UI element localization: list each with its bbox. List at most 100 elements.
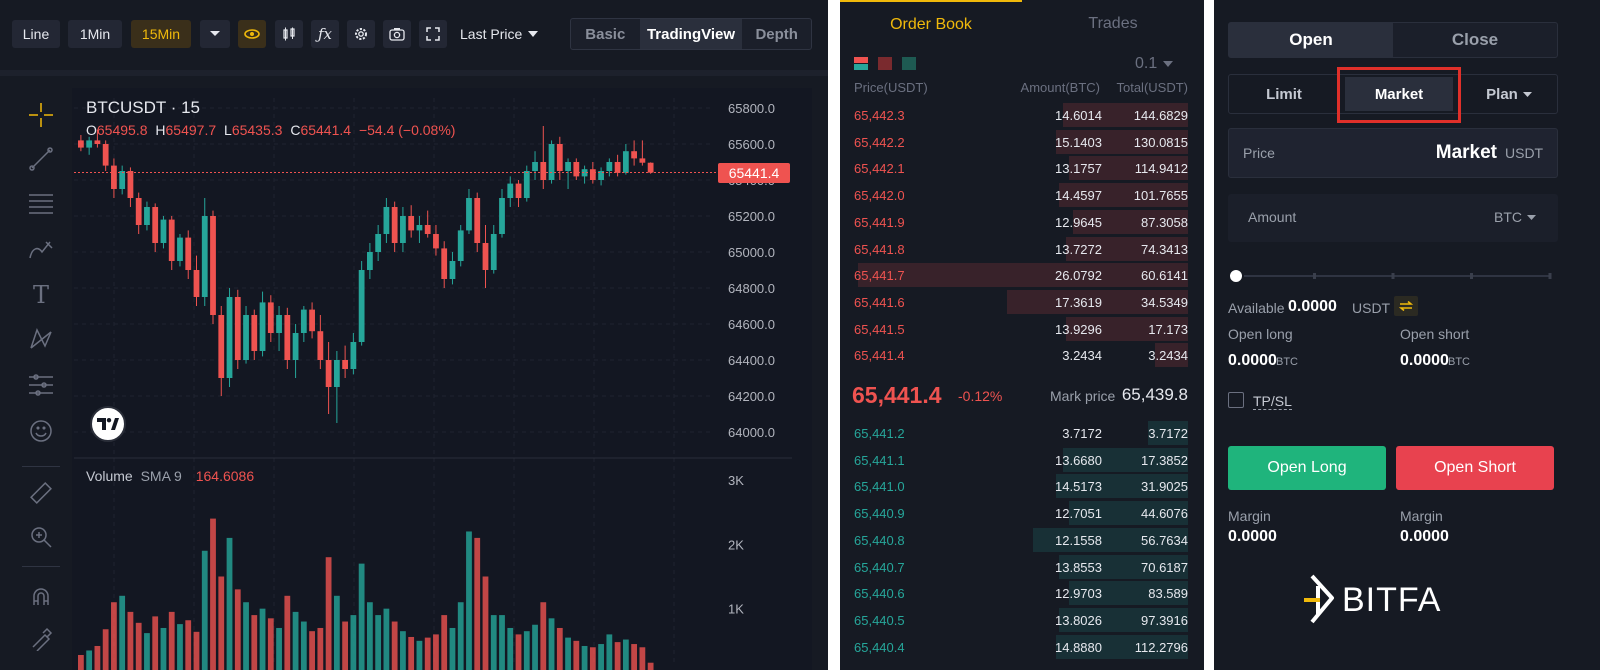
tpsl-label[interactable]: TP/SL [1253, 393, 1292, 410]
view-depth-button[interactable]: Depth [755, 25, 798, 43]
ask-row[interactable]: 65,442.1 13.1757 114.9412 [840, 155, 1204, 182]
tab-open[interactable]: Open [1229, 23, 1393, 57]
ask-row[interactable]: 65,441.8 13.7272 74.3413 [840, 236, 1204, 263]
fib-lines-icon[interactable] [26, 188, 56, 218]
amount-slider[interactable] [1228, 268, 1558, 289]
tradingview-logo-icon[interactable] [90, 406, 126, 442]
ask-row[interactable]: 65,441.6 17.3619 34.5349 [840, 289, 1204, 316]
interval-1min-button[interactable]: 1Min [68, 20, 122, 48]
pattern-tool-icon[interactable] [26, 324, 56, 354]
amount-field[interactable]: Amount BTC [1228, 194, 1558, 242]
chevron-down-icon[interactable] [200, 20, 230, 48]
brush-icon[interactable] [26, 234, 56, 264]
order-type-limit[interactable]: Limit [1266, 85, 1302, 103]
amount-unit-select[interactable]: BTC [1494, 209, 1536, 225]
interval-15min-button[interactable]: 15Min [131, 20, 191, 48]
ruler-icon[interactable] [26, 478, 56, 508]
ask-row[interactable]: 65,441.4 3.2434 3.2434 [840, 342, 1204, 369]
open-short-button[interactable]: Open Short [1396, 446, 1554, 490]
text-tool-icon[interactable]: T [32, 281, 49, 309]
bid-row[interactable]: 65,440.5 13.8026 97.3916 [840, 607, 1204, 634]
camera-icon[interactable] [383, 20, 411, 48]
open-long-button[interactable]: Open Long [1228, 446, 1386, 490]
chart-area[interactable]: 65800.065600.065400.065200.065000.064800… [12, 88, 812, 670]
interval-line-button[interactable]: Line [12, 20, 60, 48]
emoji-icon[interactable] [26, 416, 56, 446]
slider-handle [1228, 268, 1244, 284]
candle-body [556, 144, 563, 171]
layout-bids-icon[interactable] [902, 57, 916, 70]
candle-type-icon[interactable] [275, 20, 303, 48]
view-basic-button[interactable]: Basic [585, 25, 626, 43]
bid-depth-bar [1069, 581, 1188, 606]
candle-body [119, 171, 126, 189]
layout-both-icon[interactable] [854, 57, 868, 70]
ask-row[interactable]: 65,442.0 14.4597 101.7655 [840, 182, 1204, 209]
book-layout-icons [854, 56, 924, 72]
ask-row[interactable]: 65,442.2 15.1403 130.0815 [840, 129, 1204, 156]
price-axis-label: 64000.0 [728, 425, 775, 440]
bid-row[interactable]: 65,440.4 14.8880 112.2796 [840, 634, 1204, 661]
measure-lines-icon[interactable] [26, 370, 56, 400]
candle-body [457, 230, 464, 261]
fullscreen-icon[interactable] [419, 20, 447, 48]
trend-line-icon[interactable] [26, 144, 56, 174]
candle-body [540, 162, 547, 180]
indicator-fx-icon[interactable]: ƒx [311, 20, 339, 48]
lock-drawing-icon[interactable] [26, 624, 56, 654]
tpsl-checkbox[interactable] [1228, 392, 1244, 408]
bid-row[interactable]: 65,440.7 13.8553 70.6187 [840, 554, 1204, 581]
open-short-value: 0.0000 [1400, 352, 1449, 369]
layout-asks-icon[interactable] [878, 57, 892, 70]
bid-row[interactable]: 65,441.1 13.6680 17.3852 [840, 447, 1204, 474]
price-axis-label: 65600.0 [728, 137, 775, 152]
tab-order-book[interactable]: Order Book [840, 0, 1022, 48]
amount-slider-track[interactable] [1228, 268, 1558, 284]
ask-row[interactable]: 65,441.9 12.9645 87.3058 [840, 209, 1204, 236]
zoom-in-icon[interactable] [26, 522, 56, 552]
bid-price: 65,440.4 [854, 639, 905, 655]
volume-bar [589, 647, 596, 670]
tab-trades[interactable]: Trades [1088, 15, 1138, 32]
bid-row[interactable]: 65,440.8 12.1558 56.7634 [840, 527, 1204, 554]
ohlc-h-label: H [155, 122, 166, 138]
bid-row[interactable]: 65,440.9 12.7051 44.6076 [840, 500, 1204, 527]
candle-body [598, 171, 604, 180]
candle-body [367, 252, 373, 270]
magnet-icon[interactable] [26, 582, 56, 612]
order-type-plan[interactable]: Plan [1461, 75, 1557, 113]
eye-icon[interactable] [238, 20, 266, 48]
volume-bar [490, 615, 497, 670]
order-type-market[interactable]: Market [1345, 77, 1453, 111]
candle-body [573, 162, 580, 177]
crosshair-icon[interactable] [26, 100, 56, 130]
ask-row[interactable]: 65,441.7 26.0792 60.6141 [840, 262, 1204, 289]
volume-bar [540, 602, 547, 670]
candle-body [78, 140, 84, 148]
price-type-select[interactable]: Last Price [460, 20, 539, 48]
open-long-label: Open long [1228, 326, 1293, 342]
bid-row[interactable]: 65,441.0 14.5173 31.9025 [840, 473, 1204, 500]
bid-price: 65,441.1 [854, 452, 905, 468]
ask-row[interactable]: 65,441.5 13.9296 17.173 [840, 316, 1204, 343]
tab-close[interactable]: Close [1451, 30, 1499, 49]
candlestick-chart[interactable]: 65800.065600.065400.065200.065000.064800… [12, 88, 812, 670]
open-short-unit: BTC [1448, 356, 1470, 368]
view-switcher: Basic TradingView Depth [570, 18, 812, 50]
view-tradingview-button[interactable]: TradingView [639, 19, 743, 49]
gear-icon[interactable] [347, 20, 375, 48]
candle-body [309, 309, 315, 332]
ask-row[interactable]: 65,442.3 14.6014 144.6829 [840, 102, 1204, 129]
margin-short-label: Margin [1400, 508, 1443, 524]
volume-bar [383, 608, 390, 670]
bid-total: 3.7172 [1148, 426, 1188, 441]
price-field[interactable]: Price Market USDT [1228, 128, 1558, 178]
ask-amount: 3.2434 [1062, 348, 1102, 364]
precision-select[interactable]: 0.1 [1135, 55, 1174, 73]
candle-body [325, 360, 332, 387]
transfer-icon[interactable] [1394, 296, 1418, 316]
bid-row[interactable]: 65,440.6 12.9703 83.589 [840, 580, 1204, 607]
bid-row[interactable]: 65,441.2 3.7172 3.7172 [840, 420, 1204, 447]
ask-amount: 13.9296 [1055, 321, 1102, 337]
open-long-unit: BTC [1276, 356, 1298, 368]
